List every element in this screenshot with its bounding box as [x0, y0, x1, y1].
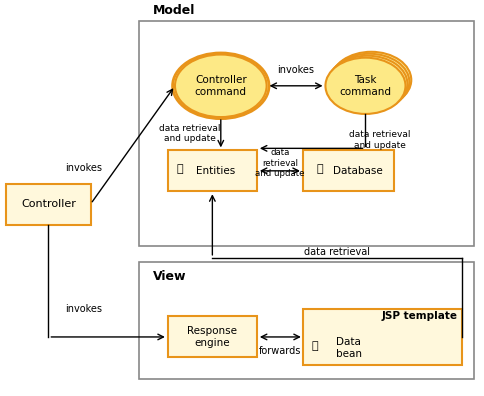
- Ellipse shape: [327, 56, 407, 112]
- Text: Controller
command: Controller command: [195, 75, 246, 97]
- FancyBboxPatch shape: [6, 183, 91, 225]
- Text: Data
bean: Data bean: [335, 337, 361, 358]
- Text: forwards: forwards: [258, 346, 301, 356]
- Ellipse shape: [325, 58, 405, 114]
- Text: 🫘: 🫘: [176, 164, 183, 174]
- Ellipse shape: [172, 53, 269, 119]
- Text: data retrieval: data retrieval: [303, 247, 369, 257]
- Text: Model: Model: [153, 4, 195, 17]
- Text: 🫘: 🫘: [311, 341, 318, 351]
- Text: View: View: [153, 270, 186, 282]
- FancyBboxPatch shape: [138, 262, 473, 379]
- Text: Controller: Controller: [21, 199, 76, 209]
- Text: Database: Database: [333, 166, 382, 176]
- Text: Task
command: Task command: [339, 75, 391, 97]
- Text: JSP template: JSP template: [380, 310, 456, 321]
- FancyBboxPatch shape: [138, 21, 473, 246]
- Text: data
retrieval
and update: data retrieval and update: [255, 148, 304, 178]
- FancyBboxPatch shape: [167, 150, 257, 191]
- Text: Response
engine: Response engine: [187, 326, 237, 348]
- Text: data retrieval
and update: data retrieval and update: [348, 130, 410, 150]
- Text: 🗄: 🗄: [316, 164, 322, 174]
- FancyBboxPatch shape: [167, 316, 257, 358]
- Text: data retrieval
and update: data retrieval and update: [158, 124, 220, 143]
- Text: invokes: invokes: [277, 65, 314, 75]
- Text: Entities: Entities: [196, 166, 235, 176]
- Ellipse shape: [331, 52, 410, 108]
- FancyBboxPatch shape: [302, 308, 461, 365]
- Ellipse shape: [175, 55, 266, 117]
- Text: invokes: invokes: [65, 304, 102, 314]
- Ellipse shape: [329, 54, 408, 110]
- FancyBboxPatch shape: [302, 150, 393, 191]
- Text: invokes: invokes: [65, 163, 102, 173]
